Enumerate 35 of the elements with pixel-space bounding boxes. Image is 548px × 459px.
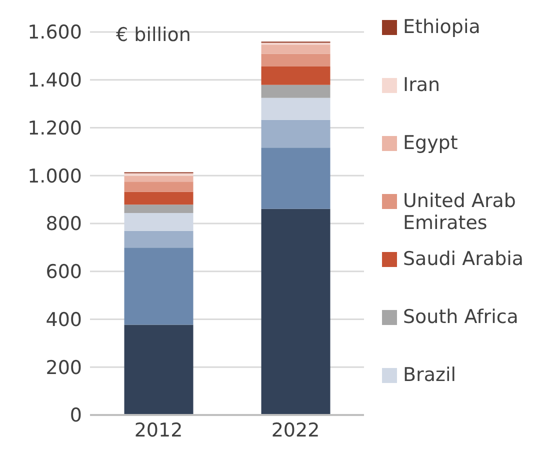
bar: [124, 192, 194, 205]
bar: [124, 230, 194, 248]
bar: [124, 324, 194, 415]
legend-label: South Africa: [403, 306, 518, 328]
legend-label: Iran: [403, 74, 440, 96]
y-tick-label: 1.000: [28, 165, 82, 188]
legend-label: Ethiopia: [403, 16, 480, 38]
bar: [261, 148, 330, 209]
bar: [261, 44, 330, 54]
y-tick-label: 0: [70, 404, 82, 427]
legend-label: Egypt: [403, 132, 458, 154]
y-tick-label: 400: [46, 308, 82, 331]
legend-label: Brazil: [403, 364, 456, 386]
bar: [261, 66, 330, 85]
bar: [261, 208, 330, 415]
x-tick-label: 2022: [271, 419, 320, 442]
bar: [124, 176, 194, 182]
y-tick-label: 200: [46, 356, 82, 379]
bar: [261, 54, 330, 66]
bar: [261, 84, 330, 98]
x-tick-label: 2012: [134, 419, 183, 442]
legend-label: Saudi Arabia: [403, 248, 524, 270]
bar: [261, 98, 330, 120]
y-tick-label: 800: [46, 213, 82, 236]
y-tick-label: 1.200: [28, 117, 82, 140]
legend-label: United Arab Emirates: [403, 190, 517, 234]
bar: [124, 204, 194, 213]
y-tick-label: 1.400: [28, 70, 82, 92]
bar: [124, 182, 194, 192]
y-tick-label: 1.600: [28, 22, 82, 44]
bar: [261, 120, 330, 148]
y-axis-title: € billion: [116, 24, 191, 46]
bar: [124, 173, 194, 176]
bar: [124, 248, 194, 325]
y-tick-label: 600: [46, 261, 82, 284]
